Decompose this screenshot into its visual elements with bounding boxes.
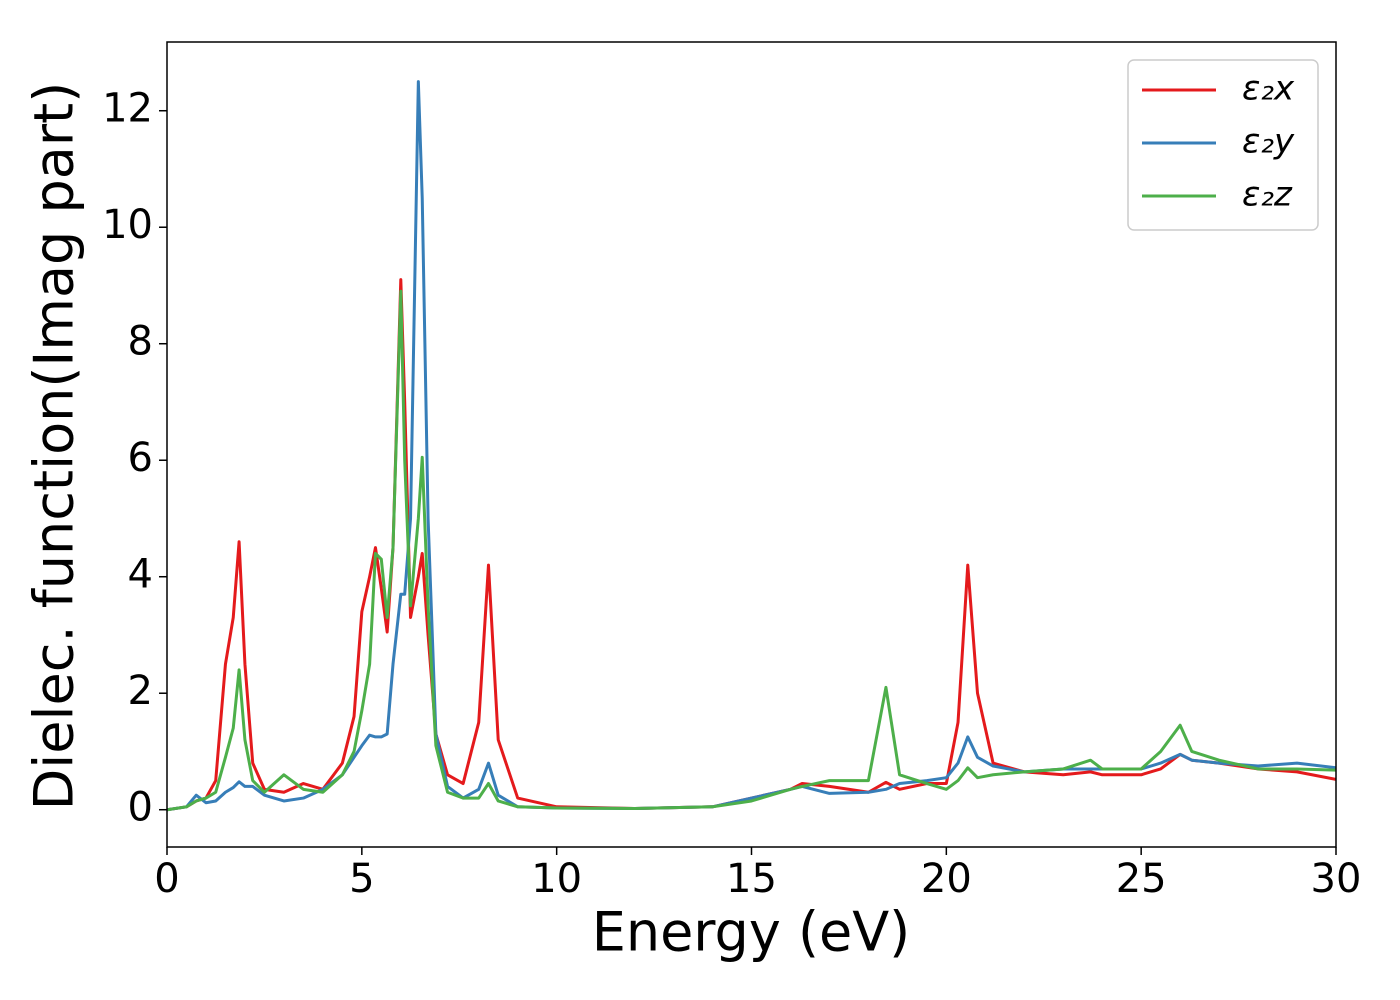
- x-tick-label: 0: [154, 856, 179, 902]
- y-tick-label: 6: [128, 435, 153, 481]
- y-tick-label: 0: [128, 785, 153, 831]
- legend-box: [1127, 59, 1319, 231]
- legend-label: ε₂y: [1242, 122, 1295, 162]
- y-tick-label: 10: [102, 202, 153, 248]
- x-tick-label: 25: [1116, 856, 1167, 902]
- plot-frame: [166, 41, 1337, 848]
- x-tick-label: 15: [726, 856, 777, 902]
- legend-label: ε₂z: [1242, 175, 1293, 215]
- y-tick-label: 2: [128, 668, 153, 714]
- y-tick-label: 12: [102, 86, 153, 132]
- y-axis-label: Dielec. function(Imag part): [23, 82, 86, 811]
- y-tick-label: 4: [128, 552, 153, 598]
- x-tick-label: 20: [921, 856, 972, 902]
- x-axis-label: Energy (eV): [592, 901, 911, 964]
- x-tick-label: 30: [1311, 856, 1362, 902]
- x-tick-label: 10: [531, 856, 582, 902]
- x-tick-label: 5: [349, 856, 374, 902]
- data-line: [167, 289, 1336, 812]
- y-tick-label: 8: [128, 319, 153, 365]
- data-line: [167, 278, 1336, 812]
- legend-label: ε₂x: [1242, 69, 1295, 109]
